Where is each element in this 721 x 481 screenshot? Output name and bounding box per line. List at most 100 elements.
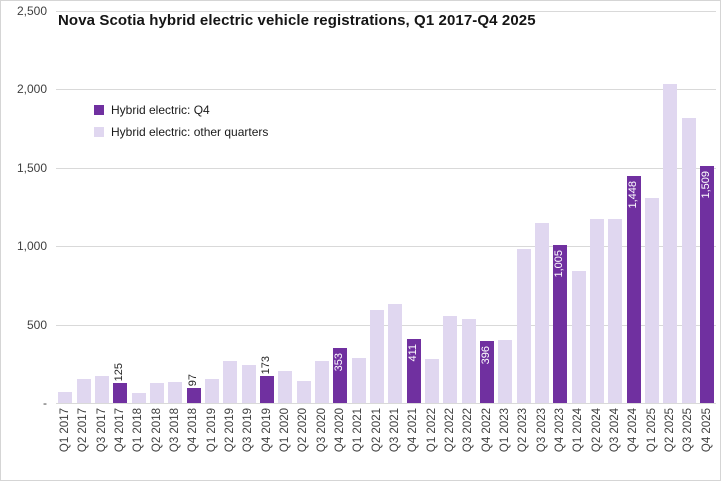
x-tick-label-q1-2022: Q1 2022 xyxy=(423,408,441,478)
data-label-text: 97 xyxy=(186,373,199,386)
legend: Hybrid electric: Q4 Hybrid electric: oth… xyxy=(94,99,268,143)
bar-q4-2025 xyxy=(699,166,714,403)
data-label-q4-2018: 97 xyxy=(187,374,201,386)
bar-q1-2022 xyxy=(424,359,439,403)
x-tick-label-q4-2022: Q4 2022 xyxy=(478,408,496,478)
bar-q3-2023 xyxy=(534,222,549,403)
x-tick-text: Q4 2024 xyxy=(627,408,640,453)
x-tick-label-q2-2019: Q2 2019 xyxy=(221,408,239,478)
x-tick-label-q3-2025: Q3 2025 xyxy=(679,408,697,478)
x-tick-text: Q1 2023 xyxy=(499,408,512,453)
legend-swatch-q4-icon xyxy=(94,105,104,115)
x-tick-label-q2-2025: Q2 2025 xyxy=(661,408,679,478)
x-tick-label-q4-2020: Q4 2020 xyxy=(331,408,349,478)
chart-title: Nova Scotia hybrid electric vehicle regi… xyxy=(58,12,536,29)
x-tick-text: Q3 2023 xyxy=(535,408,548,453)
x-tick-label-q2-2021: Q2 2021 xyxy=(368,408,386,478)
x-tick-text: Q1 2025 xyxy=(645,408,658,453)
bar-q4-2022 xyxy=(479,340,494,403)
y-tick-label-1500: 1,500 xyxy=(16,160,47,175)
bar-q1-2018 xyxy=(131,392,146,403)
y-tick-label-1000: 1,000 xyxy=(16,239,47,254)
bar-q3-2024 xyxy=(608,218,623,403)
x-tick-label-q4-2025: Q4 2025 xyxy=(698,408,716,478)
x-tick-label-q3-2017: Q3 2017 xyxy=(93,408,111,478)
bar-q2-2025 xyxy=(663,83,678,403)
bar-q1-2025 xyxy=(644,197,659,403)
x-tick-text: Q4 2025 xyxy=(700,408,713,453)
bar-q2-2023 xyxy=(516,248,531,403)
bar-q2-2017 xyxy=(76,378,91,403)
bar-q3-2020 xyxy=(314,360,329,403)
x-tick-text: Q1 2021 xyxy=(352,408,365,453)
x-tick-text: Q2 2024 xyxy=(590,408,603,453)
data-label-text: 1,448 xyxy=(626,180,639,209)
x-tick-label-q4-2024: Q4 2024 xyxy=(624,408,642,478)
x-tick-text: Q4 2021 xyxy=(407,408,420,453)
x-tick-text: Q3 2021 xyxy=(389,408,402,453)
bar-q1-2021 xyxy=(351,357,366,403)
x-tick-text: Q1 2017 xyxy=(59,408,72,453)
x-tick-text: Q3 2022 xyxy=(462,408,475,453)
x-tick-text: Q3 2025 xyxy=(682,408,695,453)
x-tick-label-q1-2018: Q1 2018 xyxy=(129,408,147,478)
gridline-500 xyxy=(56,324,716,326)
x-tick-text: Q4 2017 xyxy=(114,408,127,453)
bar-q3-2025 xyxy=(681,118,696,403)
x-tick-label-q4-2019: Q4 2019 xyxy=(258,408,276,478)
x-tick-text: Q2 2019 xyxy=(224,408,237,453)
data-label-q4-2024: 1,448 xyxy=(627,181,641,209)
x-tick-text: Q4 2018 xyxy=(187,408,200,453)
bar-q3-2019 xyxy=(241,364,256,403)
x-tick-label-q1-2025: Q1 2025 xyxy=(643,408,661,478)
gridline-2000 xyxy=(56,89,716,91)
bar-q4-2024 xyxy=(626,175,641,403)
x-tick-label-q3-2022: Q3 2022 xyxy=(459,408,477,478)
x-tick-label-q1-2021: Q1 2021 xyxy=(349,408,367,478)
bar-q1-2023 xyxy=(498,340,513,403)
bar-q4-2018 xyxy=(186,387,201,403)
x-tick-text: Q4 2022 xyxy=(480,408,493,453)
x-tick-label-q3-2020: Q3 2020 xyxy=(313,408,331,478)
bar-q2-2018 xyxy=(149,383,164,403)
legend-label-other-quarters: Hybrid electric: other quarters xyxy=(111,125,269,139)
gridline-1500 xyxy=(56,167,716,169)
x-tick-text: Q1 2018 xyxy=(132,408,145,453)
data-label-text: 353 xyxy=(333,352,346,371)
bar-q2-2019 xyxy=(223,360,238,403)
x-tick-label-q2-2017: Q2 2017 xyxy=(74,408,92,478)
y-tick-label-2500: 2,500 xyxy=(16,4,47,18)
x-tick-text: Q3 2024 xyxy=(609,408,622,453)
data-label-q4-2019: 173 xyxy=(260,356,274,374)
x-tick-text: Q2 2017 xyxy=(77,408,90,453)
legend-label-q4: Hybrid electric: Q4 xyxy=(111,103,210,117)
x-tick-label-q3-2018: Q3 2018 xyxy=(166,408,184,478)
x-tick-text: Q4 2020 xyxy=(334,408,347,453)
x-tick-text: Q1 2024 xyxy=(572,408,585,453)
x-tick-label-q4-2021: Q4 2021 xyxy=(404,408,422,478)
x-tick-label-q4-2017: Q4 2017 xyxy=(111,408,129,478)
x-tick-text: Q3 2019 xyxy=(242,408,255,453)
x-tick-text: Q1 2019 xyxy=(205,408,218,453)
data-label-q4-2022: 396 xyxy=(480,346,494,364)
data-label-text: 1,005 xyxy=(553,250,566,278)
bar-q1-2024 xyxy=(571,270,586,403)
x-tick-label-q1-2019: Q1 2019 xyxy=(203,408,221,478)
x-tick-label-q3-2019: Q3 2019 xyxy=(239,408,257,478)
x-tick-text: Q1 2020 xyxy=(279,408,292,453)
x-tick-text: Q2 2025 xyxy=(664,408,677,453)
x-tick-label-q2-2023: Q2 2023 xyxy=(514,408,532,478)
legend-item-other-quarters: Hybrid electric: other quarters xyxy=(94,121,268,143)
x-tick-label-q3-2021: Q3 2021 xyxy=(386,408,404,478)
bar-q3-2017 xyxy=(94,376,109,403)
x-tick-text: Q3 2018 xyxy=(169,408,182,453)
x-tick-label-q4-2018: Q4 2018 xyxy=(184,408,202,478)
data-label-text: 125 xyxy=(113,363,126,382)
data-label-text: 173 xyxy=(260,355,273,374)
x-tick-text: Q4 2019 xyxy=(260,408,273,453)
bar-q2-2022 xyxy=(443,315,458,403)
gridline-2500 xyxy=(56,11,716,12)
data-label-text: 396 xyxy=(480,345,493,365)
data-label-q4-2021: 411 xyxy=(407,344,421,362)
